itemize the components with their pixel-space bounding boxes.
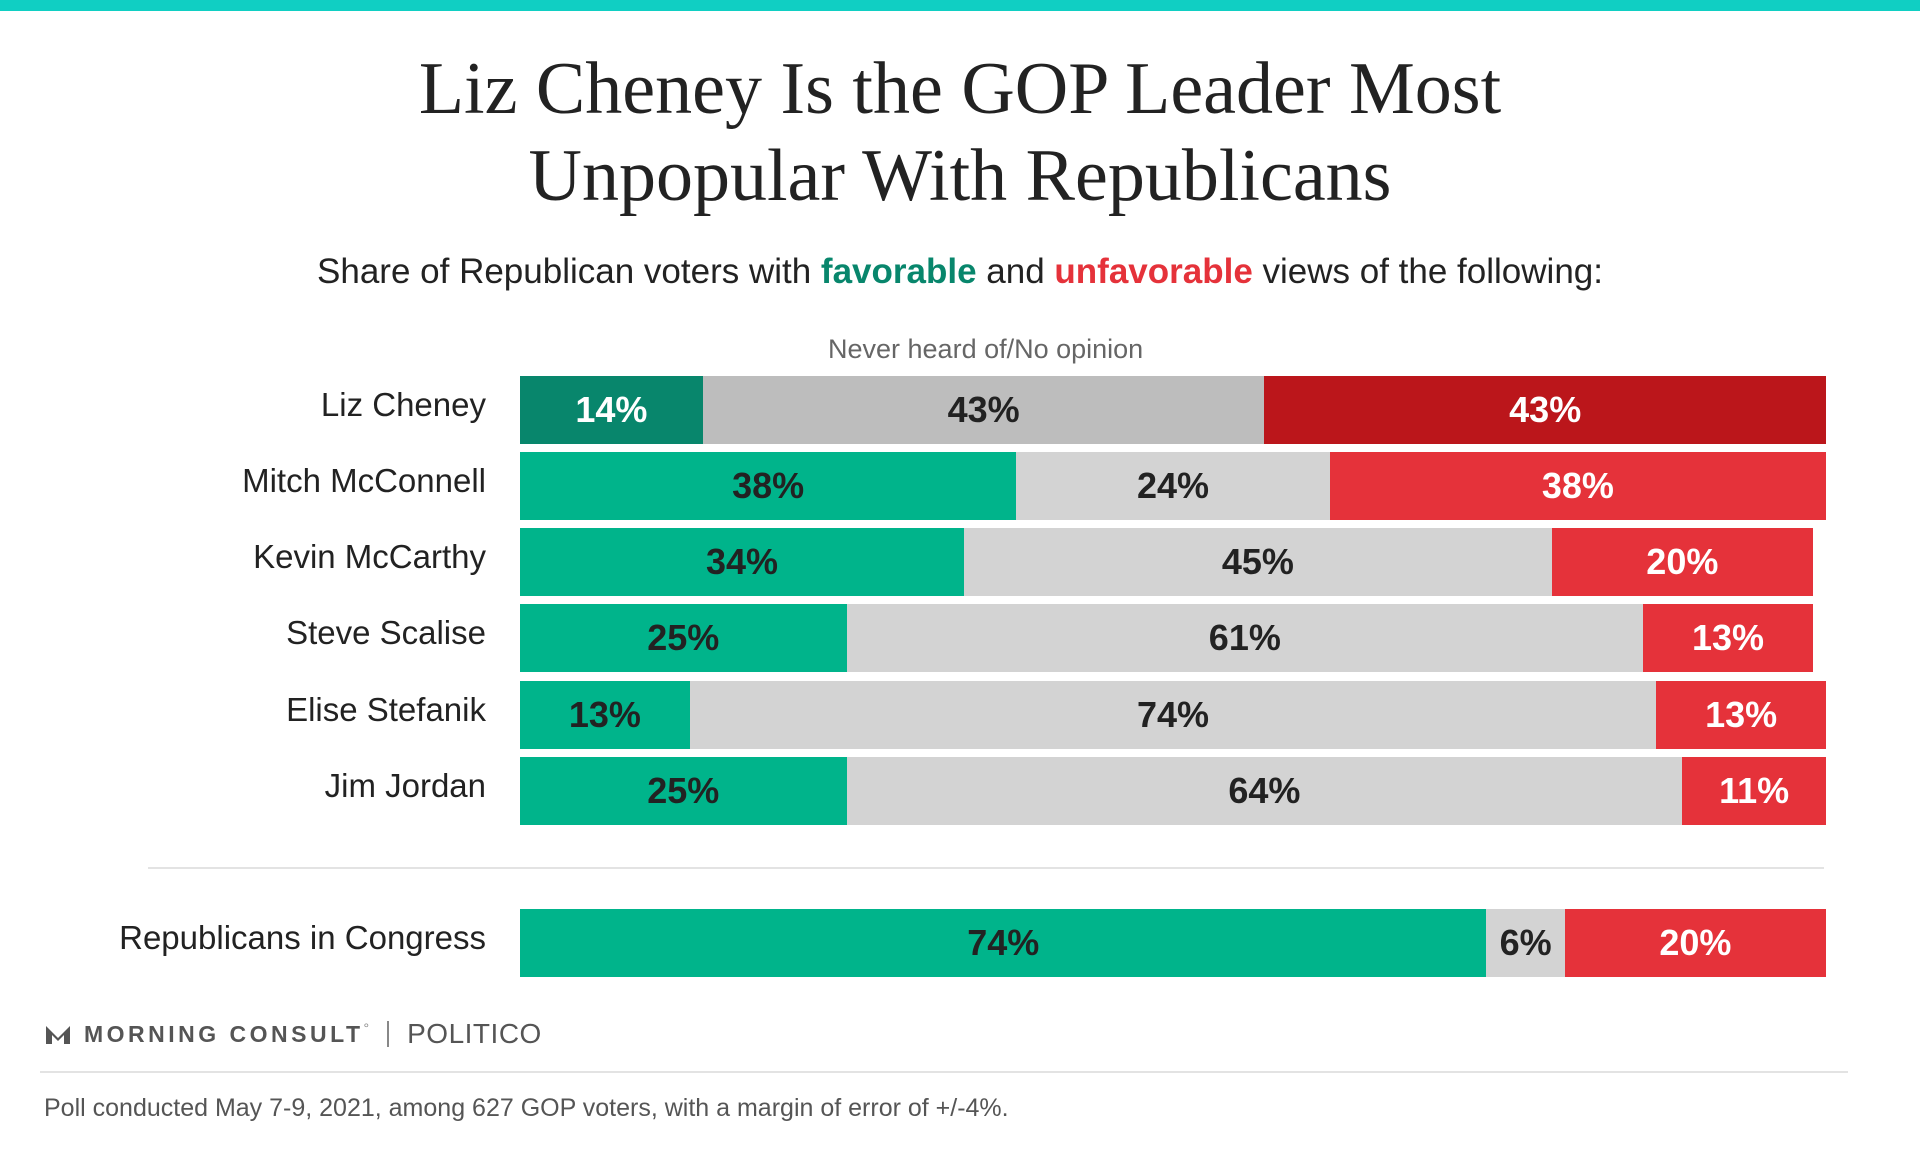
footer-logos: MORNING CONSULT ° POLITICO (44, 1018, 542, 1050)
value-label: 38% (732, 465, 805, 506)
neutral-bar-segment: 43% (702, 376, 1265, 444)
value-label: 43% (1509, 389, 1582, 430)
subtitle-text-middle: and (976, 252, 1055, 291)
favorable-bar-segment: 38% (520, 452, 1017, 520)
morning-consult-trademark: ° (363, 1020, 370, 1036)
neutral-bar-segment: 6% (1486, 909, 1565, 977)
value-label: 74% (1136, 694, 1210, 735)
unfavorable-bar-segment: 13% (1656, 681, 1826, 749)
value-label: 38% (1541, 465, 1614, 506)
favorable-bar-segment: 74% (520, 909, 1487, 977)
value-label: 61% (1208, 617, 1281, 658)
footnote: Poll conducted May 7-9, 2021, among 627 … (44, 1094, 1009, 1122)
value-label: 6% (1499, 922, 1552, 963)
value-label: 25% (647, 770, 720, 811)
value-label: 14% (575, 389, 648, 430)
favorable-bar-segment: 25% (520, 757, 847, 825)
row-label: Kevin McCarthy (253, 538, 486, 575)
logo-separator (387, 1021, 390, 1047)
neutral-bar-segment: 24% (1016, 452, 1330, 520)
value-label: 20% (1659, 922, 1732, 963)
unfavorable-bar-segment: 11% (1682, 757, 1826, 825)
unfavorable-bar-segment: 38% (1329, 452, 1826, 520)
subtitle-text-before: Share of Republican voters with (317, 252, 821, 291)
favorable-bar-segment: 13% (520, 681, 690, 749)
unfavorable-bar-segment: 20% (1564, 909, 1826, 977)
row-label: Republicans in Congress (119, 919, 486, 956)
section-divider (148, 867, 1824, 869)
chart-title: Liz Cheney Is the GOP Leader Most Unpopu… (0, 46, 1920, 220)
footer-rule (40, 1071, 1848, 1073)
value-label: 13% (1692, 617, 1765, 658)
neutral-column-label: Never heard of/No opinion (828, 334, 1144, 364)
value-label: 13% (1705, 694, 1778, 735)
row-label: Liz Cheney (320, 386, 486, 423)
neutral-bar-segment: 64% (846, 757, 1683, 825)
neutral-bar-segment: 61% (846, 604, 1644, 672)
unfavorable-bar-segment: 13% (1643, 604, 1813, 672)
morning-consult-logo-icon (46, 1026, 70, 1044)
value-label: 34% (705, 541, 779, 582)
row-label: Mitch McConnell (242, 462, 486, 499)
neutral-bar-segment: 74% (689, 681, 1657, 749)
unfavorable-bar-segment: 43% (1264, 376, 1826, 444)
neutral-bar-segment: 45% (964, 528, 1552, 596)
value-label: 13% (568, 694, 641, 735)
value-label: 74% (967, 922, 1040, 963)
row-label: Elise Stefanik (286, 691, 486, 728)
row-label: Jim Jordan (324, 767, 486, 804)
subtitle-unfavorable-word: unfavorable (1054, 252, 1253, 291)
morning-consult-logo-text: MORNING CONSULT (84, 1020, 364, 1047)
value-label: 45% (1221, 541, 1294, 582)
subtitle-favorable-word: favorable (820, 252, 977, 291)
row-label: Steve Scalise (286, 614, 486, 651)
subtitle-text-after: views of the following: (1252, 252, 1603, 291)
value-label: 20% (1646, 541, 1719, 582)
favorable-bar-segment: 25% (520, 604, 847, 672)
chart-subtitle: Share of Republican voters with favorabl… (0, 252, 1920, 292)
politico-logo-text: POLITICO (407, 1018, 542, 1049)
unfavorable-bar-segment: 20% (1551, 528, 1813, 596)
value-label: 25% (647, 617, 720, 658)
chart-title-line-2: Unpopular With Republicans (528, 135, 1392, 217)
favorable-bar-segment: 34% (520, 528, 965, 596)
value-label: 24% (1136, 465, 1210, 506)
value-label: 11% (1719, 770, 1790, 811)
value-label: 43% (947, 389, 1020, 430)
value-label: 64% (1228, 770, 1301, 811)
chart-title-line-1: Liz Cheney Is the GOP Leader Most (418, 48, 1502, 130)
top-accent-bar (0, 0, 1920, 11)
favorable-bar-segment: 14% (520, 376, 703, 444)
